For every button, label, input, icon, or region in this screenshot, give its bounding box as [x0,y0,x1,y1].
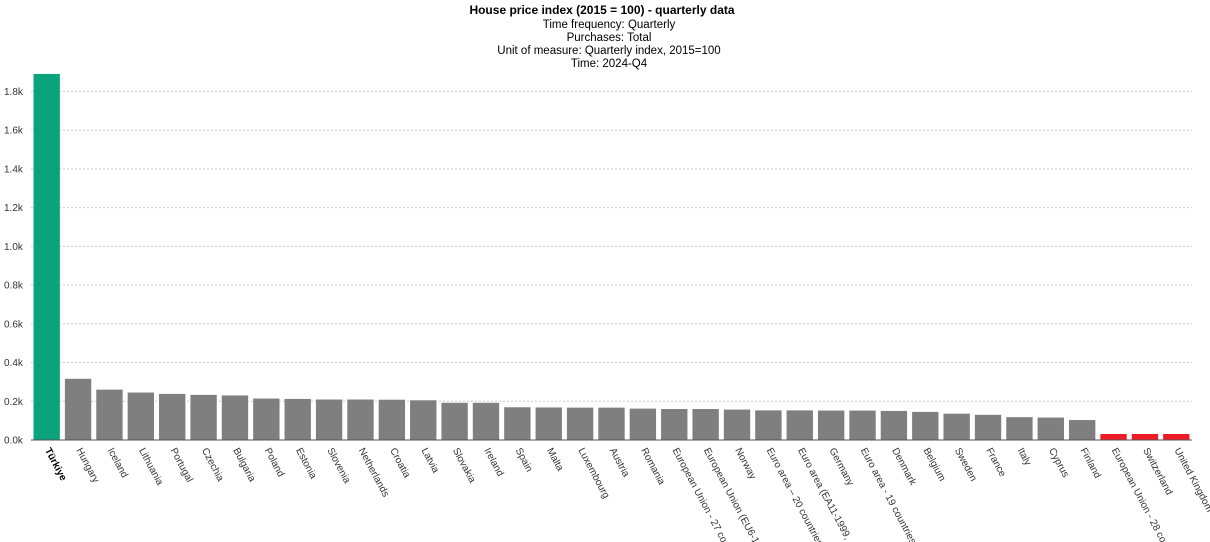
chart-subtitle-frequency: Time frequency: Quarterly [543,19,676,31]
x-tick-label: Iceland [105,446,130,480]
x-tick-label: Sweden [952,446,979,483]
y-tick-label: 1.8k [4,87,24,98]
x-tick-label: Italy [1015,446,1033,467]
bar [378,399,406,440]
x-tick-label: United Kingdom [1172,446,1210,514]
bar [535,407,562,440]
y-tick-label: 1.6k [4,126,24,137]
bar [974,414,1002,440]
x-tick-label: European Union - 27 co... [670,446,733,542]
x-axis-labels: Türkiye Hungary Iceland Lithuania Portugal Cz… [42,446,1210,542]
bar [64,378,92,440]
x-tick-label: Germany [826,446,855,487]
bar [880,410,908,440]
x-tick-label: Malta [544,446,565,473]
bar [441,402,468,440]
x-tick-label: Latvia [419,446,441,475]
bar [1006,417,1033,440]
x-tick-label: Portugal [168,446,195,484]
bar [566,407,594,440]
bar [912,411,939,440]
grid-lines [31,90,1192,402]
x-tick-label: Spain [513,446,535,474]
x-tick-label: Austria [607,446,632,479]
bar [347,399,374,440]
x-tick-label: Switzerland [1140,446,1174,497]
bar [284,398,311,440]
bar [504,407,531,440]
chart-subtitle-unit: Unit of measure: Quarterly index, 2015=1… [497,45,720,57]
x-tick-label: Türkiye [42,446,69,483]
x-tick-label: Estonia [293,446,319,481]
y-tick-label: 1.2k [4,203,24,214]
bar [315,399,343,440]
x-tick-label: Croatia [387,446,412,480]
bar [410,400,437,440]
x-tick-label: Ireland [481,446,505,478]
x-tick-label: Slovakia [450,446,478,485]
chart-title: House price index (2015 = 100) - quarter… [469,3,734,17]
x-tick-label: Denmark [889,446,918,488]
bar [127,392,155,440]
bar [723,409,751,440]
bar [96,389,123,440]
x-tick-label: Romania [638,446,667,487]
bar [190,394,217,440]
bar [661,409,688,440]
bar [786,410,813,440]
x-tick-label: Netherlands [356,446,391,499]
bar [1068,420,1096,440]
x-tick-label: Lithuania [136,446,165,487]
y-tick-label: 1.4k [4,164,24,175]
bars [33,73,1190,441]
x-tick-label: Hungary [73,446,100,485]
bar [253,398,280,440]
bar [598,407,625,440]
x-tick-label: Cyprus [1046,446,1071,479]
bar [221,395,249,440]
bar [472,402,500,440]
bar [943,413,970,440]
bar [1100,434,1127,440]
bar [755,410,782,440]
bar [159,393,186,440]
bar [33,73,60,441]
x-tick-label: Norway [732,446,758,481]
x-tick-label: European Union - 28 co... [1109,446,1172,542]
x-tick-label: Finland [1078,446,1103,480]
y-tick-label: 0.0k [4,436,24,447]
x-tick-label: Belgium [921,446,948,483]
y-tick-label: 0.6k [4,319,24,330]
bar [1131,434,1159,440]
y-tick-label: 0.2k [4,397,24,408]
y-tick-label: 0.4k [4,358,24,369]
chart-subtitle-time: Time: 2024-Q4 [571,58,648,70]
chart-subtitle-purchases: Purchases: Total [567,32,652,44]
bar [629,408,657,440]
bar [692,409,719,440]
x-tick-label: Slovenia [324,446,352,485]
x-tick-label: France [983,446,1008,479]
x-tick-label: Bulgaria [230,446,257,484]
y-axis-ticks: 0.0k 0.2k 0.4k 0.6k 0.8k 1.0k 1.2k 1.4k 1.6k 1.8k [4,87,24,447]
x-tick-label: Luxembourg [575,446,611,500]
x-tick-label: Euro area - 19 countries... [858,446,922,542]
y-tick-label: 1.0k [4,242,24,253]
bar [817,410,845,440]
bar [1037,417,1064,440]
x-tick-label: Poland [262,446,286,479]
bar [849,410,876,440]
x-tick-label: Czechia [199,446,226,483]
y-tick-label: 0.8k [4,281,24,292]
bar [1163,434,1190,440]
